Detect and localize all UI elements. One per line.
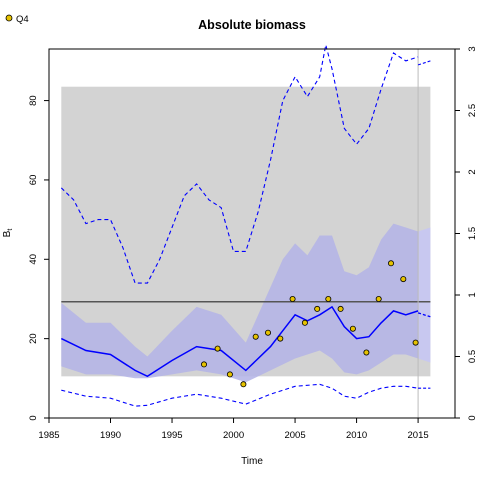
observation-point	[387, 260, 394, 267]
observation-point	[314, 305, 321, 312]
observation-point	[325, 295, 332, 302]
y2-tick-label: 0.5	[467, 350, 478, 363]
x-tick-label: 1990	[100, 430, 121, 441]
y2-tick-label: 3	[467, 46, 478, 51]
axes: 1985 1990 1995 2000 2005 2010 2015 0 20 40 60 80 0 0.…	[28, 46, 478, 441]
legend: Q4	[5, 14, 29, 25]
y-tick-label: 0	[28, 415, 39, 420]
observation-point	[412, 339, 419, 346]
y2-tick-label: 1.5	[467, 227, 478, 240]
x-axis-label: Time	[241, 456, 263, 467]
confidence-band	[61, 223, 419, 383]
plot-area	[60, 44, 431, 418]
y-tick-label: 60	[28, 175, 39, 186]
observation-point	[337, 305, 344, 312]
forecast-band	[418, 227, 431, 363]
observation-point	[226, 371, 233, 378]
y-tick-label: 20	[28, 333, 39, 344]
x-tick-label: 2015	[408, 430, 429, 441]
y-axis-label: Bt	[2, 229, 14, 238]
x-tick-label: 1995	[161, 430, 182, 441]
forecast-upper-dashed-line	[417, 60, 431, 66]
observation-point	[277, 335, 284, 342]
legend-label-q4: Q4	[16, 14, 29, 25]
observation-point	[363, 349, 370, 356]
y2-tick-label: 2.5	[467, 104, 478, 117]
y-tick-label: 80	[28, 95, 39, 106]
observation-point	[214, 345, 221, 352]
svg-text:Bt: Bt	[2, 229, 14, 238]
upper-dashed-line	[60, 44, 419, 284]
observation-point	[301, 319, 308, 326]
x-tick-label: 1985	[38, 430, 59, 441]
observation-point	[264, 329, 271, 336]
y2-tick-label: 1	[467, 292, 478, 297]
observation-point	[289, 295, 296, 302]
lower-dashed-line	[61, 383, 419, 407]
forecast-median-line	[417, 312, 431, 318]
chart-title: Absolute biomass	[198, 18, 306, 32]
y-tick-label: 40	[28, 254, 39, 265]
y2-tick-label: 0	[467, 415, 478, 420]
observation-point	[240, 381, 247, 388]
observation-point	[200, 361, 207, 368]
y-axis-label-sub: t	[7, 229, 14, 231]
observation-point	[400, 276, 407, 283]
y2-tick-label: 2	[467, 169, 478, 174]
x-tick-label: 2005	[284, 430, 305, 441]
observation-point	[252, 333, 259, 340]
median-line	[60, 305, 419, 378]
y-axis-label-main: B	[2, 230, 13, 237]
observation-point	[375, 295, 382, 302]
legend-marker-q4	[5, 14, 13, 22]
x-tick-label: 2000	[223, 430, 244, 441]
x-tick-label: 2010	[346, 430, 367, 441]
observation-point	[349, 325, 356, 332]
